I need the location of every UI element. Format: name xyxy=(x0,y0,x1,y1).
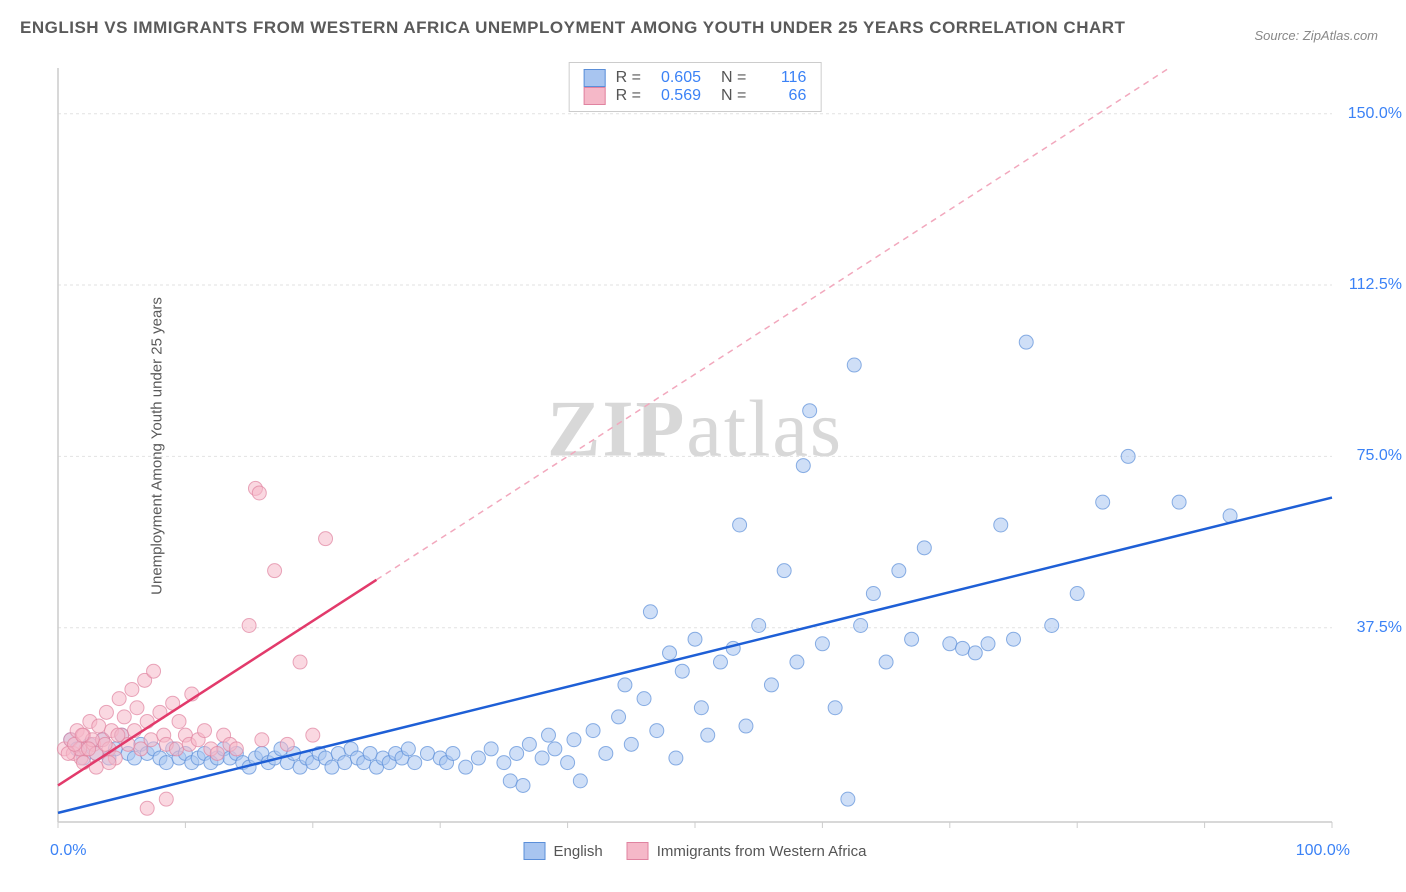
r-label: R = xyxy=(616,69,641,87)
n-value-immigrants: 66 xyxy=(756,87,806,105)
y-tick-label: 112.5% xyxy=(1349,276,1402,294)
x-axis-max-label: 100.0% xyxy=(1296,842,1350,860)
chart-title: ENGLISH VS IMMIGRANTS FROM WESTERN AFRIC… xyxy=(20,18,1125,38)
r-value-english: 0.605 xyxy=(651,69,701,87)
english-swatch-icon xyxy=(584,69,606,87)
legend-label: Immigrants from Western Africa xyxy=(657,843,867,860)
n-label: N = xyxy=(721,87,746,105)
y-tick-label: 37.5% xyxy=(1357,619,1402,637)
n-label: N = xyxy=(721,69,746,87)
legend-swatch-icon xyxy=(524,842,546,860)
r-label: R = xyxy=(616,87,641,105)
legend-item: Immigrants from Western Africa xyxy=(627,842,867,860)
scatter-chart xyxy=(50,60,1340,830)
legend-label: English xyxy=(554,843,603,860)
legend-row-immigrants: R = 0.569 N = 66 xyxy=(584,87,807,105)
immigrants-swatch-icon xyxy=(584,87,606,105)
x-axis-min-label: 0.0% xyxy=(50,842,86,860)
legend-swatch-icon xyxy=(627,842,649,860)
correlation-legend: R = 0.605 N = 116 R = 0.569 N = 66 xyxy=(569,62,822,112)
y-tick-label: 150.0% xyxy=(1348,105,1402,123)
legend-row-english: R = 0.605 N = 116 xyxy=(584,69,807,87)
series-legend: English Immigrants from Western Africa xyxy=(524,842,867,860)
r-value-immigrants: 0.569 xyxy=(651,87,701,105)
source-attribution: Source: ZipAtlas.com xyxy=(1254,28,1378,43)
y-tick-label: 75.0% xyxy=(1357,447,1402,465)
n-value-english: 116 xyxy=(756,69,806,87)
chart-area: ZIPatlas R = 0.605 N = 116 R = 0.569 N =… xyxy=(50,60,1340,830)
legend-item: English xyxy=(524,842,603,860)
